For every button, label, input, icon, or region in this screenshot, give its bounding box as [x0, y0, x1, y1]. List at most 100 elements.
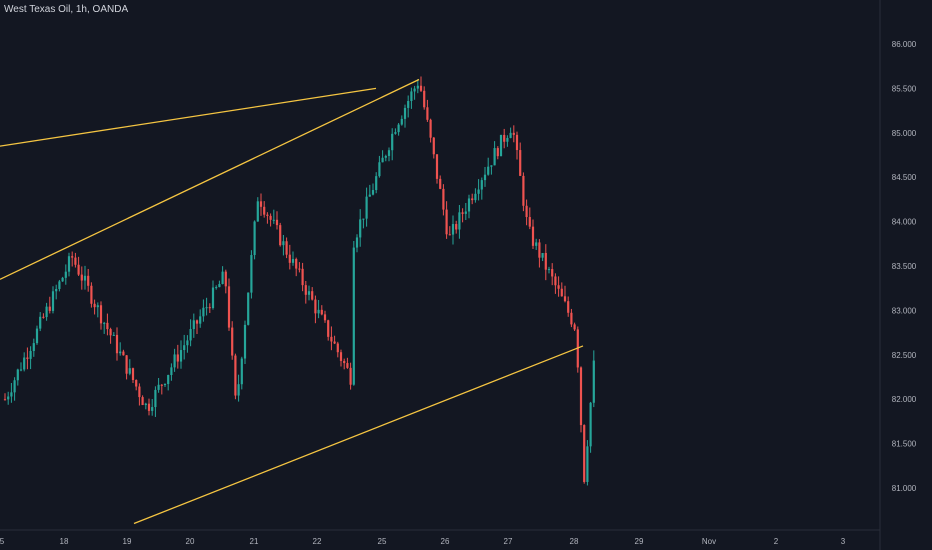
candle-body: [247, 292, 250, 325]
candle-body: [173, 354, 176, 368]
candle-body: [234, 355, 237, 396]
candle-body: [32, 343, 35, 351]
x-tick-label: 28: [570, 537, 579, 546]
candle-body: [301, 268, 304, 286]
candle-body: [397, 124, 400, 133]
candle-body: [99, 305, 103, 324]
candle-body: [237, 384, 240, 396]
candle-body: [339, 352, 343, 361]
candle-body: [471, 198, 474, 201]
candle-body: [3, 399, 7, 401]
candle-body: [375, 176, 378, 191]
candle-body: [135, 379, 138, 387]
candle-body: [320, 309, 323, 315]
candle-body: [314, 299, 317, 314]
candle-body: [490, 165, 493, 167]
price-axis[interactable]: 86.000 85.500 85.000 84.500 84.000 83.500 83.0…: [892, 40, 917, 493]
candle-body: [371, 190, 375, 195]
candle-body: [384, 155, 387, 158]
candle-body: [570, 312, 573, 325]
candle-body: [272, 219, 275, 221]
candle-body: [359, 219, 362, 238]
candle-body: [224, 271, 227, 287]
candle-body: [509, 132, 512, 138]
x-tick-label: 27: [504, 537, 513, 546]
candle-body: [250, 255, 253, 293]
candle-body: [71, 256, 74, 258]
candle-body: [80, 274, 83, 281]
candle-body: [346, 363, 349, 368]
candle-body: [477, 189, 480, 194]
candle-body: [362, 218, 365, 220]
candle-body: [343, 360, 346, 364]
candle-body: [567, 301, 570, 313]
candle-body: [93, 303, 96, 308]
x-tick-label: 19: [123, 537, 132, 546]
candle-body: [381, 157, 384, 163]
candle-body: [39, 316, 42, 329]
candle-body: [243, 324, 247, 359]
candle-body: [103, 322, 106, 324]
candle-body: [394, 132, 397, 134]
trendline[interactable]: [0, 78, 420, 280]
candle-body: [451, 224, 455, 235]
candle-body: [515, 134, 519, 151]
candles-group: [3, 76, 595, 486]
candle-body: [131, 368, 135, 380]
candle-body: [151, 407, 154, 411]
x-tick-label: 25: [378, 537, 387, 546]
x-tick-label: Nov: [702, 537, 716, 546]
candle-body: [563, 296, 567, 302]
candle-body: [192, 320, 195, 330]
candle-body: [119, 351, 122, 354]
trendline[interactable]: [0, 87, 377, 147]
candle-body: [551, 269, 554, 277]
candle-body: [183, 345, 186, 351]
trendline[interactable]: [133, 345, 584, 525]
candle-body: [387, 150, 391, 156]
candle-body: [474, 193, 477, 201]
candle-body: [128, 368, 131, 374]
candle-body: [432, 137, 435, 155]
candle-body: [573, 324, 576, 330]
x-tick-label: 18: [60, 537, 69, 546]
candle-body: [221, 271, 224, 285]
candle-body: [355, 237, 359, 248]
candle-body: [144, 403, 147, 406]
candle-body: [112, 334, 115, 336]
candle-body: [413, 88, 416, 92]
candle-body: [288, 254, 291, 263]
candle-body: [407, 101, 410, 108]
candle-body: [227, 286, 231, 328]
x-tick-label: 22: [313, 537, 322, 546]
candle-body: [218, 284, 221, 288]
candle-body: [160, 384, 163, 386]
candle-body: [496, 148, 499, 157]
candle-body: [55, 288, 58, 292]
candle-body: [557, 285, 560, 289]
candle-body: [275, 219, 279, 226]
candle-body: [208, 307, 211, 309]
candle-body: [493, 148, 496, 166]
candle-body: [333, 341, 336, 344]
candle-body: [35, 328, 39, 344]
candle-body: [147, 403, 151, 411]
candle-body: [583, 425, 586, 482]
candle-body: [349, 367, 352, 385]
x-tick-label: 5: [0, 537, 5, 546]
candle-body: [269, 215, 272, 220]
candle-body: [58, 281, 61, 289]
candle-body: [26, 357, 29, 359]
candle-body: [295, 259, 298, 269]
candle-body: [426, 107, 429, 120]
candle-body: [29, 350, 32, 359]
candle-body: [461, 212, 464, 214]
y-tick-label: 86.000: [892, 40, 917, 49]
time-axis[interactable]: 5 18 19 20 21 22 25 26 27 28 29 Nov 2 3: [0, 537, 846, 546]
candle-body: [125, 355, 128, 374]
trendlines-group[interactable]: [0, 78, 584, 525]
candle-body: [74, 257, 77, 265]
candle-body: [285, 241, 288, 255]
